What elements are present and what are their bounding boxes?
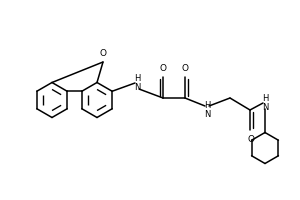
- Text: O: O: [160, 64, 167, 73]
- Text: H
N: H N: [262, 94, 268, 112]
- Text: H
N: H N: [204, 101, 210, 119]
- Text: O: O: [100, 49, 106, 58]
- Text: O: O: [248, 135, 254, 144]
- Text: H
N: H N: [134, 74, 140, 92]
- Text: O: O: [182, 64, 188, 73]
